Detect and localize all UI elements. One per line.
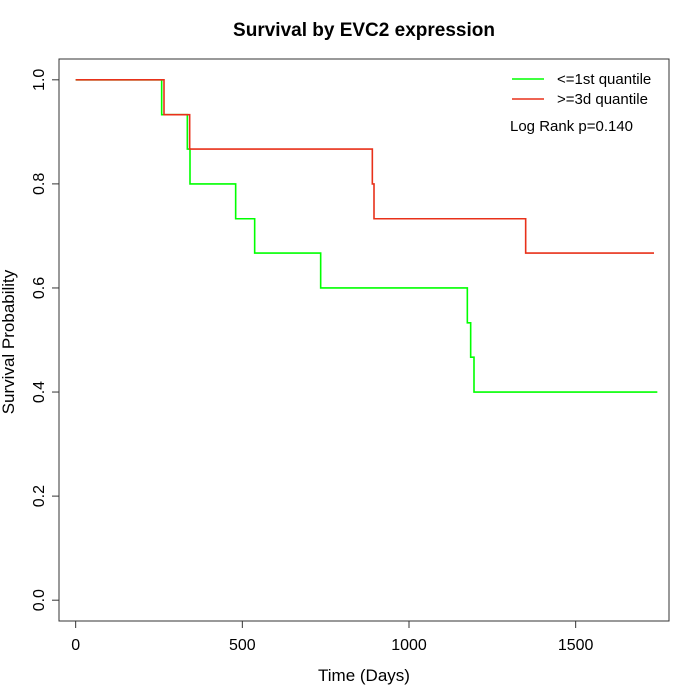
series-line-1: [75, 79, 658, 393]
y-tick-label: 1.0: [31, 69, 48, 91]
y-axis-label: Survival Probability: [0, 269, 18, 414]
x-tick-label: 1500: [558, 637, 594, 654]
y-tick-label: 0.0: [31, 589, 48, 611]
x-tick-label: 500: [229, 637, 256, 654]
y-tick-label: 0.4: [31, 381, 48, 403]
y-tick-label: 0.2: [31, 485, 48, 507]
series-line-2: [75, 79, 654, 254]
chart-title: Survival by EVC2 expression: [233, 20, 495, 41]
series-layer: [75, 79, 658, 393]
y-axis: 0.0 0.2 0.4 0.6 0.8 1.0: [31, 69, 60, 611]
y-tick-label: 0.8: [31, 173, 48, 195]
x-axis: 0 500 1000 1500: [71, 620, 594, 654]
log-rank-annotation: Log Rank p=0.140: [510, 118, 633, 135]
plot-frame: [58, 58, 670, 622]
x-tick-label: 1000: [391, 637, 427, 654]
x-tick-label: 0: [71, 637, 80, 654]
x-axis-label: Time (Days): [318, 666, 410, 685]
y-tick-label: 0.6: [31, 277, 48, 299]
legend-label: >=3d quantile: [557, 91, 648, 108]
legend: <=1st quantile >=3d quantile: [512, 71, 651, 108]
legend-label: <=1st quantile: [557, 71, 651, 88]
